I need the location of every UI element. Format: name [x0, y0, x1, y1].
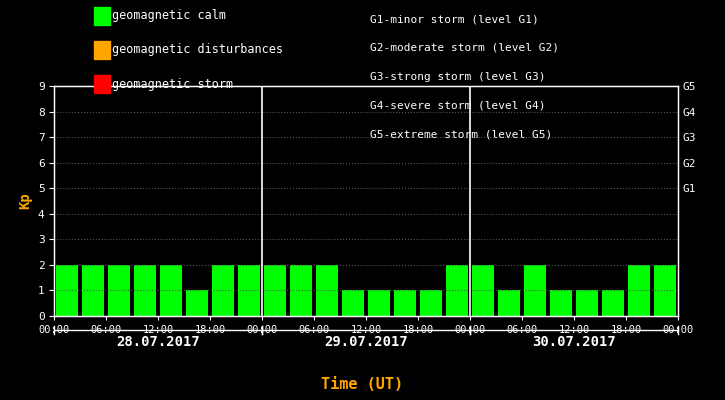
Bar	[108, 265, 130, 316]
Bar	[160, 265, 182, 316]
Text: G1-minor storm (level G1): G1-minor storm (level G1)	[370, 14, 539, 24]
Bar	[83, 265, 104, 316]
Bar	[264, 265, 286, 316]
Bar	[316, 265, 338, 316]
Bar	[368, 290, 390, 316]
Y-axis label: Kp: Kp	[18, 193, 33, 209]
Bar	[239, 265, 260, 316]
Text: 29.07.2017: 29.07.2017	[324, 335, 408, 349]
Bar	[134, 265, 157, 316]
Text: G4-severe storm (level G4): G4-severe storm (level G4)	[370, 100, 545, 110]
Bar	[654, 265, 676, 316]
Text: geomagnetic disturbances: geomagnetic disturbances	[112, 44, 283, 56]
Text: G5-extreme storm (level G5): G5-extreme storm (level G5)	[370, 129, 552, 139]
Bar	[342, 290, 364, 316]
Text: geomagnetic storm: geomagnetic storm	[112, 78, 233, 90]
Text: G2-moderate storm (level G2): G2-moderate storm (level G2)	[370, 43, 559, 53]
Text: 28.07.2017: 28.07.2017	[117, 335, 200, 349]
Bar	[498, 290, 520, 316]
Bar	[602, 290, 624, 316]
Bar	[212, 265, 234, 316]
Bar	[290, 265, 312, 316]
Text: G3-strong storm (level G3): G3-strong storm (level G3)	[370, 72, 545, 82]
Bar	[550, 290, 572, 316]
Text: Time (UT): Time (UT)	[321, 377, 404, 392]
Bar	[628, 265, 650, 316]
Bar	[57, 265, 78, 316]
Bar	[394, 290, 416, 316]
Bar	[446, 265, 468, 316]
Bar	[186, 290, 208, 316]
Bar	[524, 265, 546, 316]
Bar	[472, 265, 494, 316]
Text: geomagnetic calm: geomagnetic calm	[112, 10, 226, 22]
Bar	[420, 290, 442, 316]
Bar	[576, 290, 598, 316]
Text: 30.07.2017: 30.07.2017	[532, 335, 616, 349]
